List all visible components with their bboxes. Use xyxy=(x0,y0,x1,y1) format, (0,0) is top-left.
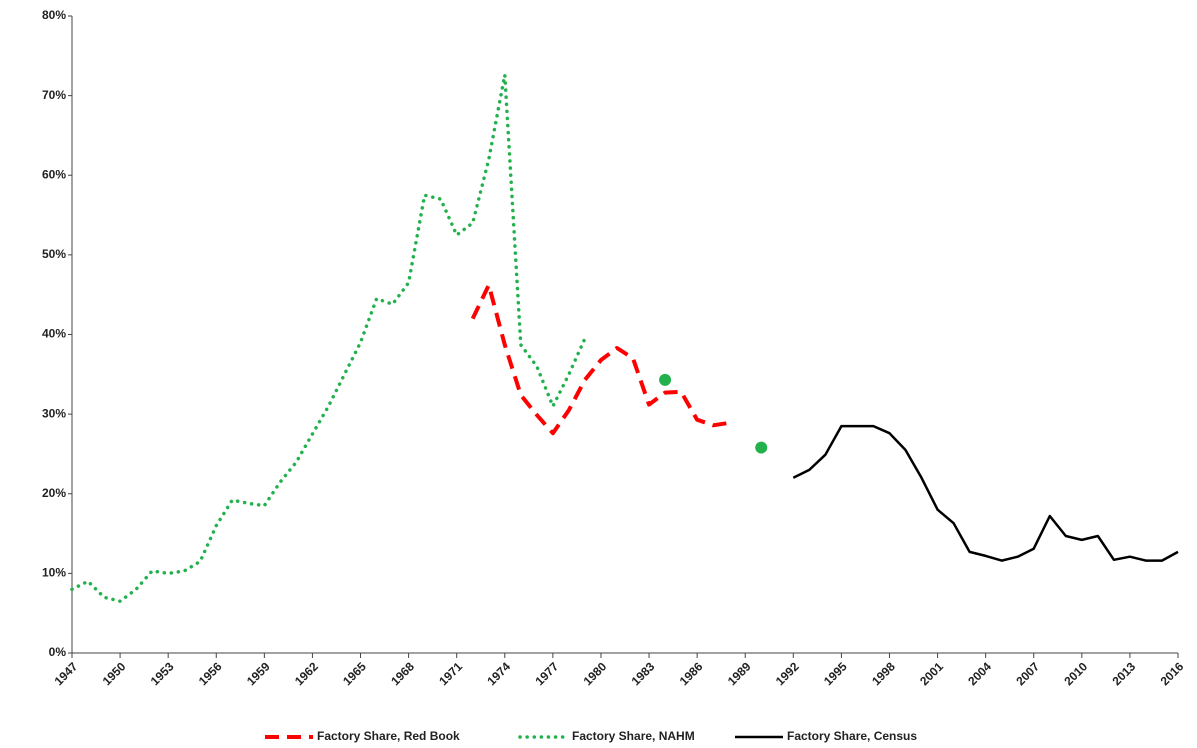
series-line xyxy=(70,73,587,603)
y-tick-label: 60% xyxy=(42,167,66,181)
y-tick-label: 20% xyxy=(42,486,66,500)
y-tick-label: 50% xyxy=(42,247,66,261)
x-tick-label: 2013 xyxy=(1109,659,1138,688)
x-tick-label: 1950 xyxy=(100,659,129,688)
x-tick-label: 1998 xyxy=(869,659,898,688)
y-tick-label: 10% xyxy=(42,566,66,580)
x-tick-label: 1989 xyxy=(725,659,754,688)
x-tick-label: 1986 xyxy=(677,659,706,688)
x-tick-label: 1974 xyxy=(484,659,513,688)
x-tick-label: 1962 xyxy=(292,659,321,688)
x-tick-label: 1971 xyxy=(436,659,465,688)
x-tick-label: 1956 xyxy=(196,659,225,688)
x-tick-label: 1980 xyxy=(581,659,610,688)
y-tick-label: 70% xyxy=(42,88,66,102)
x-tick-label: 2007 xyxy=(1013,659,1042,688)
legend-label: Factory Share, NAHM xyxy=(572,729,695,743)
y-tick-label: 80% xyxy=(42,8,66,22)
x-tick-label: 2004 xyxy=(965,659,994,688)
x-tick-label: 2001 xyxy=(917,659,946,688)
x-tick-label: 1968 xyxy=(388,659,417,688)
x-tick-label: 2016 xyxy=(1158,659,1187,688)
x-tick-label: 1977 xyxy=(532,659,561,688)
x-tick-label: 1995 xyxy=(821,659,850,688)
x-tick-label: 1959 xyxy=(244,659,273,688)
y-tick-label: 40% xyxy=(42,327,66,341)
x-tick-label: 1965 xyxy=(340,659,369,688)
series-line xyxy=(792,424,1179,562)
x-tick-label: 2010 xyxy=(1061,659,1090,688)
legend-label: Factory Share, Census xyxy=(787,729,917,743)
data-point xyxy=(755,441,768,454)
legend-label: Factory Share, Red Book xyxy=(317,729,460,743)
x-tick-label: 1983 xyxy=(629,659,658,688)
y-tick-label: 0% xyxy=(49,645,67,659)
x-tick-label: 1953 xyxy=(148,659,177,688)
x-tick-label: 1992 xyxy=(773,659,802,688)
y-tick-label: 30% xyxy=(42,406,66,420)
data-point xyxy=(659,373,672,386)
x-tick-label: 1947 xyxy=(52,659,81,688)
series-line xyxy=(470,283,730,436)
